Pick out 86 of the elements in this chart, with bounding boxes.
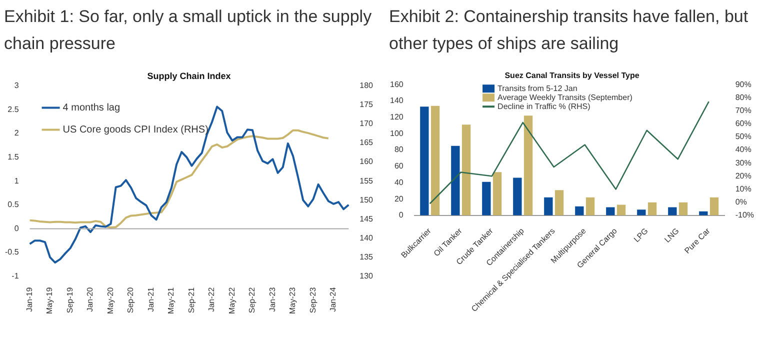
- y-tick-label: 2: [14, 128, 20, 138]
- y-tick-label: 0: [14, 224, 20, 233]
- bar: [710, 197, 719, 216]
- y2-tick-label: 40%: [735, 145, 752, 154]
- bar: [524, 116, 533, 216]
- y-tick-label: 140: [390, 96, 404, 106]
- y2-tick-label: 60%: [735, 119, 752, 128]
- x-tick-label: Sep-23: [308, 286, 318, 314]
- y2-tick-label: 70%: [735, 106, 752, 115]
- y-tick-label: 1: [14, 176, 20, 186]
- y-tick-label: -0.5: [4, 248, 20, 257]
- y2-tick-label: 145: [360, 214, 374, 224]
- y-tick-label: 0: [398, 210, 404, 220]
- y-tick-label: 20: [394, 194, 404, 204]
- y2-tick-label: 50%: [735, 132, 752, 142]
- y2-tick-label: 135: [360, 252, 374, 262]
- y-tick-label: 1.5: [8, 152, 20, 162]
- y2-tick-label: -10%: [735, 210, 754, 220]
- y2-tick-label: 175: [360, 100, 374, 110]
- bar: [554, 190, 564, 216]
- chart-subtitle: Supply Chain Index: [147, 70, 231, 81]
- y2-tick-label: 20%: [735, 171, 752, 180]
- y2-tick-label: 180: [360, 81, 374, 90]
- chart-subtitle: Suez Canal Transits by Vessel Type: [504, 71, 640, 80]
- legend-label: Average Weekly Transits (September): [498, 92, 633, 102]
- y2-tick-label: 10%: [735, 184, 752, 194]
- y-tick-label: -1: [12, 272, 20, 281]
- y2-tick-label: 155: [360, 176, 374, 186]
- x-tick-label: May-20: [106, 286, 115, 314]
- x-tick-label: Jan-24: [328, 286, 338, 312]
- y-tick-label: 60: [394, 162, 404, 171]
- y2-tick-label: 80%: [735, 92, 752, 102]
- y2-tick-label: 90%: [735, 80, 752, 89]
- bar: [616, 204, 626, 216]
- x-tick-label: Sep-20: [126, 286, 136, 314]
- y2-tick-label: 160: [360, 157, 374, 166]
- bar: [430, 106, 440, 216]
- bar: [637, 210, 646, 216]
- bar: [575, 206, 584, 216]
- legend-label: 4 months lag: [62, 102, 120, 114]
- legend-label: Decline in Traffic % (RHS): [498, 102, 591, 111]
- bar: [606, 207, 615, 216]
- bar: [668, 207, 677, 216]
- x-tick-label: May-22: [227, 286, 236, 314]
- bar: [513, 178, 522, 216]
- y-tick-label: 3: [14, 81, 20, 90]
- y-tick-label: 120: [390, 112, 404, 122]
- y-tick-label: 80: [394, 145, 404, 154]
- x-tick-label: LPG: [632, 226, 650, 244]
- bar: [462, 124, 471, 216]
- chart-title: Exhibit 1: So far, only a small uptick in the supply chain pressure: [3, 6, 373, 55]
- y2-tick-label: 170: [360, 119, 374, 128]
- bar: [451, 146, 460, 216]
- x-tick-label: Jan-23: [268, 286, 277, 312]
- bar: [482, 182, 491, 216]
- x-tick-label: May-23: [288, 286, 298, 314]
- bar: [492, 172, 502, 216]
- y-tick-label: 40: [394, 178, 404, 187]
- y2-tick-label: 30%: [735, 158, 752, 168]
- x-tick-label: Pure Car: [682, 226, 712, 256]
- x-tick-label: May-21: [166, 286, 176, 314]
- chart-title: Exhibit 2: Containership transits have fallen, but other types of ships are sailing: [388, 6, 750, 55]
- x-tick-label: May-19: [45, 286, 54, 314]
- bar: [420, 106, 429, 216]
- y2-tick-label: 140: [360, 233, 374, 242]
- bar: [586, 197, 595, 216]
- y2-tick-label: 130: [360, 272, 374, 281]
- x-tick-label: Jan-22: [207, 286, 216, 312]
- y-tick-label: 2.5: [8, 104, 20, 114]
- x-tick-label: Sep-19: [65, 286, 74, 314]
- y2-tick-label: 150: [360, 195, 374, 204]
- y-tick-label: 100: [390, 128, 404, 138]
- x-tick-label: Jan-20: [86, 286, 95, 312]
- legend-label: US Core goods CPI Index (RHS): [62, 124, 208, 136]
- y2-tick-label: 0%: [735, 198, 747, 207]
- x-tick-label: Jan-19: [24, 286, 34, 312]
- legend-label: Transits from 5-12 Jan: [498, 84, 578, 93]
- x-tick-label: Sep-22: [248, 286, 257, 314]
- y-tick-label: 0.5: [8, 200, 20, 210]
- bar: [678, 202, 688, 216]
- x-tick-label: Jan-21: [146, 286, 156, 312]
- bar: [544, 197, 553, 216]
- x-tick-label: Sep-21: [186, 286, 196, 314]
- y-tick-label: 160: [390, 80, 404, 89]
- bar: [648, 202, 657, 216]
- y2-tick-label: 165: [360, 138, 374, 148]
